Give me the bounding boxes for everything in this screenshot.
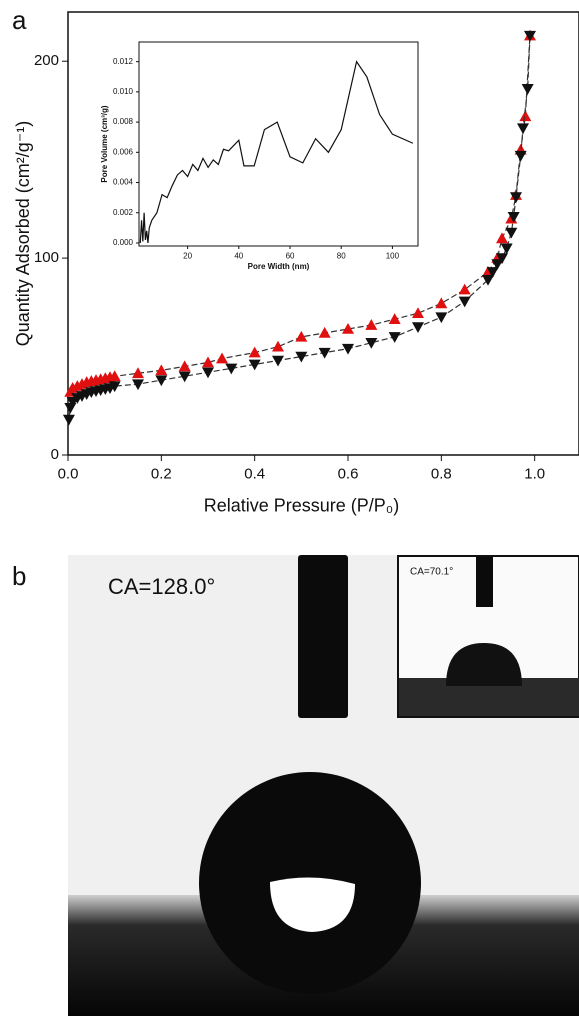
droplet-highlight [270, 877, 355, 932]
photo: CA=128.0° CA=70.1° [68, 555, 579, 1016]
data-point [295, 351, 308, 363]
data-point [216, 352, 228, 364]
data-point [435, 297, 448, 309]
data-point [482, 274, 494, 286]
data-point [272, 340, 284, 352]
inset-background [139, 42, 418, 246]
x-axis-label: Relative Pressure (P/P₀) [204, 495, 400, 515]
data-point [155, 375, 168, 387]
y-tick-label: 0.008 [113, 117, 134, 126]
x-tick-label: 40 [234, 251, 243, 260]
data-point [458, 283, 471, 295]
data-point [64, 402, 77, 414]
y-tick-label: 0 [51, 446, 59, 463]
x-tick-label: 0.8 [431, 465, 452, 482]
data-point [519, 110, 532, 122]
x-tick-label: 100 [386, 251, 400, 260]
series-line [69, 35, 531, 393]
data-point [202, 367, 214, 379]
x-axis-label: Pore Width (nm) [248, 262, 310, 271]
data-point [318, 326, 331, 338]
data-point [155, 364, 168, 376]
y-axis-label: Quantity Adsorbed (cm²/g⁻¹) [13, 121, 33, 347]
inset-contact-angle: CA=70.1° [410, 567, 453, 578]
data-point [486, 267, 499, 278]
needle [298, 555, 348, 718]
data-point [412, 322, 424, 334]
inset-droplet [446, 643, 522, 686]
data-point [507, 211, 520, 223]
series-line [139, 60, 414, 244]
data-point [248, 359, 261, 371]
data-point [517, 123, 529, 135]
data-point [514, 150, 527, 162]
data-point [365, 319, 378, 330]
data-point [521, 83, 534, 95]
y-tick-label: 0.004 [113, 178, 134, 187]
data-point [178, 371, 191, 383]
y-tick-label: 0.006 [113, 147, 134, 156]
data-point [365, 337, 378, 349]
data-point [178, 360, 191, 372]
data-point [388, 313, 401, 324]
y-tick-label: 0.010 [113, 87, 134, 96]
data-point [248, 346, 261, 358]
data-point [510, 192, 522, 204]
data-point [132, 379, 144, 391]
plot-frame [138, 41, 419, 247]
data-point [66, 397, 79, 408]
data-point [62, 414, 75, 426]
data-point [342, 322, 354, 334]
data-point [500, 243, 513, 255]
x-tick-label: 80 [337, 251, 346, 260]
data-point [435, 312, 448, 324]
plot-frame [67, 11, 579, 456]
data-point [496, 253, 508, 265]
x-tick-label: 0.6 [338, 465, 359, 482]
x-tick-label: 0.0 [58, 465, 79, 482]
data-point [108, 370, 121, 382]
panel-label: b [12, 561, 26, 591]
y-tick-label: 0.000 [113, 238, 134, 247]
y-tick-label: 200 [34, 52, 59, 69]
data-point [202, 356, 214, 368]
x-tick-label: 0.4 [244, 465, 265, 482]
data-point [388, 332, 401, 343]
data-point [496, 232, 508, 244]
y-tick-label: 0.012 [113, 57, 134, 66]
contact-angle: CA=128.0° [108, 574, 215, 599]
y-axis-label: Pore Volume (cm³/g) [100, 105, 109, 183]
data-point [412, 307, 424, 319]
y-tick-label: 100 [34, 249, 59, 266]
x-tick-label: 60 [286, 251, 295, 260]
data-point [524, 30, 536, 42]
data-point [458, 296, 471, 308]
data-point [295, 330, 308, 342]
data-point [318, 347, 331, 359]
inset-needle [476, 557, 493, 607]
x-tick-label: 1.0 [524, 465, 545, 482]
x-tick-label: 20 [183, 251, 192, 260]
panel-label: a [12, 5, 27, 35]
data-point [225, 363, 238, 375]
data-point [491, 259, 504, 271]
data-point [342, 343, 354, 355]
data-point [272, 355, 284, 367]
data-point [505, 227, 518, 239]
x-tick-label: 0.2 [151, 465, 172, 482]
y-tick-label: 0.002 [113, 208, 134, 217]
data-point [132, 367, 144, 379]
